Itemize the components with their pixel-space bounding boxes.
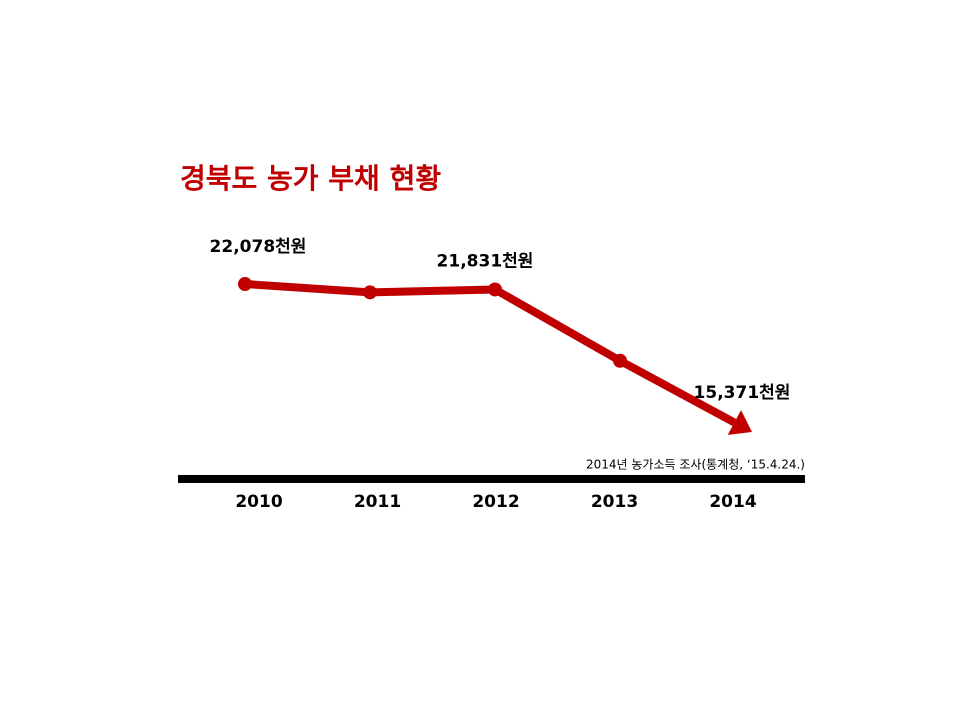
x-tick-label: 2011 — [354, 492, 401, 512]
data-point — [488, 282, 502, 297]
value-label: 22,078천원 — [210, 237, 307, 257]
x-tick-label: 2010 — [235, 492, 282, 512]
source-note: 2014년 농가소득 조사(통계청, ‘15.4.24.) — [586, 458, 805, 472]
x-tick-label: 2014 — [709, 492, 756, 512]
x-tick-label: 2013 — [591, 492, 638, 512]
chart-title: 경북도 농가 부채 현황 — [180, 162, 441, 195]
x-tick-label: 2012 — [472, 492, 519, 512]
data-point — [363, 285, 377, 300]
data-point — [613, 353, 627, 368]
value-label: 21,831천원 — [437, 251, 534, 271]
data-point — [238, 277, 252, 291]
arrow-head — [727, 410, 752, 435]
value-label: 15,371천원 — [694, 383, 791, 403]
